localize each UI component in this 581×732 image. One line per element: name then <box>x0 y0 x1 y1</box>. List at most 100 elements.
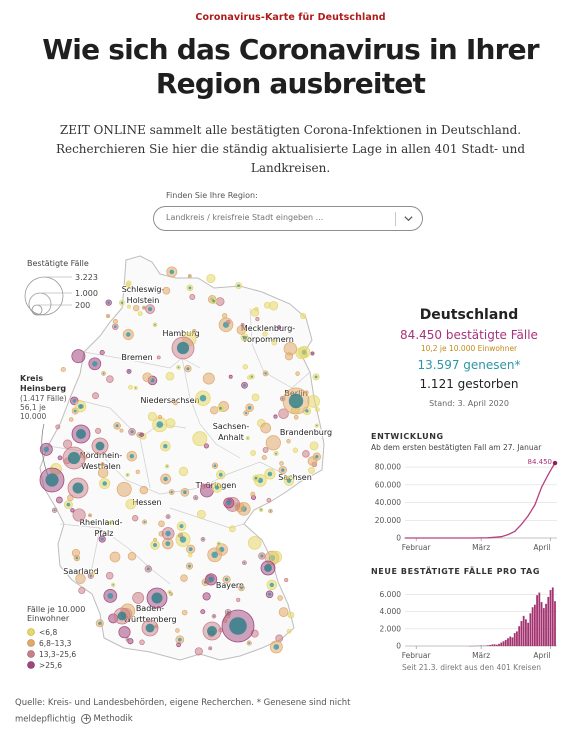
district-bubble <box>215 297 225 306</box>
bar <box>554 601 556 646</box>
district-bubble <box>262 331 268 337</box>
search-label: Finden Sie Ihre Region: <box>166 191 258 200</box>
district-bubble <box>250 450 256 456</box>
recovered-bubble <box>135 387 137 389</box>
bar <box>533 604 536 646</box>
district-bubble <box>266 497 272 503</box>
district-bubble <box>260 422 272 434</box>
x-tick-label: März <box>472 543 490 552</box>
district-bubble <box>60 366 66 373</box>
y-tick-label: 20.000 <box>375 516 401 525</box>
recovered-bubble <box>117 611 127 621</box>
district-bubble <box>78 586 86 595</box>
district-bubble <box>250 491 256 497</box>
bar <box>538 592 541 646</box>
district-bubble <box>278 607 289 617</box>
recovered-bubble <box>143 521 146 523</box>
district-bubble <box>295 371 300 376</box>
recovered-bubble <box>264 564 272 572</box>
recovered-bubble <box>254 476 258 480</box>
color-legend-label-3: 13,3–25,6 <box>39 650 76 659</box>
x-tick-label: Februar <box>402 651 432 660</box>
data-point <box>552 466 554 468</box>
recovered-bubble <box>207 626 217 636</box>
recovered-bubble <box>115 424 119 428</box>
recovered-bubble <box>176 341 190 355</box>
state-label: Bayern <box>216 581 244 590</box>
bar <box>525 619 527 646</box>
recovered-bubble <box>278 326 280 329</box>
series-line <box>405 462 556 539</box>
district-bubble <box>56 496 63 504</box>
district-bubble <box>315 407 320 412</box>
recovered-bubble <box>189 275 191 277</box>
recovered-bubble <box>260 554 264 558</box>
color-legend-swatch-1 <box>27 628 35 636</box>
source-text: Quelle: Kreis- und Landesbehörden, eigen… <box>15 698 351 725</box>
recovered-bubble <box>208 576 214 582</box>
data-point <box>480 537 482 539</box>
data-point <box>435 537 437 539</box>
recovered-bubble <box>141 433 143 436</box>
state-labels: Schleswig- Holstein Hamburg Mecklenburg- Vor… <box>62 284 333 625</box>
y-tick-label: 6.000 <box>380 590 402 599</box>
recovered-bubble <box>120 301 124 304</box>
y-tick-label: 0 <box>396 642 401 651</box>
recovered-bubble <box>218 472 223 477</box>
district-bubble <box>295 347 308 360</box>
recovered-bubble <box>110 522 112 524</box>
district-bubble <box>242 364 248 370</box>
bar <box>509 636 512 646</box>
district-bubble <box>105 571 114 580</box>
district-bubble <box>292 447 299 453</box>
state-label: Nordrhein- <box>80 451 123 460</box>
bar <box>540 602 543 646</box>
state-label: Saarland <box>63 567 98 576</box>
region-search[interactable] <box>153 206 423 231</box>
recovered-bubble <box>148 307 153 312</box>
bar <box>529 613 532 646</box>
district-bubble <box>194 647 203 656</box>
color-legend-label-1: <6,8 <box>39 628 57 637</box>
recovered-bubble <box>72 399 77 403</box>
recovered-bubble <box>126 332 131 337</box>
data-point <box>547 473 549 475</box>
district-bubble <box>71 548 80 558</box>
recovered-bubble <box>163 444 168 449</box>
district-bubble <box>236 597 241 602</box>
data-point <box>520 523 522 525</box>
district-bubble <box>302 450 310 458</box>
bar <box>513 633 516 646</box>
search-input[interactable] <box>166 213 386 222</box>
district-bubble <box>200 609 206 615</box>
recovered-bubble <box>305 409 309 413</box>
chevron-down-icon[interactable] <box>403 213 414 224</box>
recovered-bubble <box>76 429 86 439</box>
recovered-bubble <box>229 617 247 635</box>
district-bubble <box>228 525 236 533</box>
district-bubble <box>158 520 165 527</box>
district-bubble <box>157 414 163 420</box>
methodik-link[interactable]: + Methodik <box>78 711 133 727</box>
district-bubble <box>307 395 320 408</box>
development-subheading: Ab dem ersten bestätigten Fall am 27. Ja… <box>371 443 542 452</box>
recovered-bubble <box>214 485 220 490</box>
recovered-bubble <box>151 592 163 604</box>
district-bubble <box>309 441 319 451</box>
district-bubble <box>262 446 269 453</box>
recovered-bubble <box>89 514 91 516</box>
district-bubble <box>178 466 189 477</box>
district-bubble <box>247 375 252 380</box>
recovered-bubble <box>170 491 173 494</box>
bar <box>486 645 489 646</box>
district-bubble <box>165 371 175 381</box>
germany-map[interactable]: Schleswig- Holstein Hamburg Mecklenburg- Vor… <box>0 248 362 688</box>
color-legend-title-1: Fälle je 10.000 <box>27 605 85 614</box>
district-bubble <box>106 375 114 383</box>
recovered-bubble <box>114 325 117 328</box>
x-tick-label: April <box>533 651 550 660</box>
bar <box>493 644 496 646</box>
recovered-bubble <box>241 324 244 326</box>
bar <box>527 622 530 646</box>
death-count: 1.121 gestorben <box>419 377 519 391</box>
